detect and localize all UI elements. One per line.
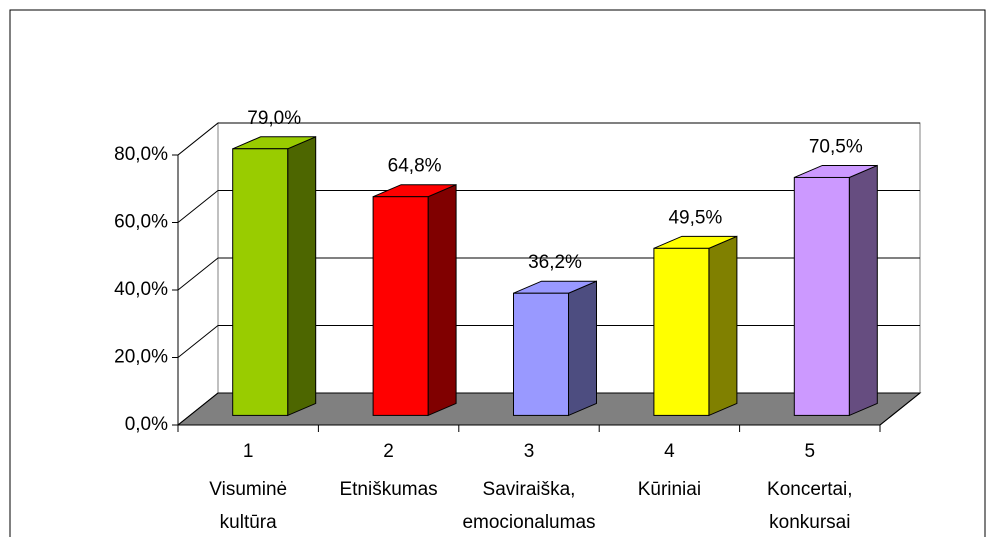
grid-line	[177, 122, 920, 156]
bar-side	[287, 136, 317, 417]
value-label: 70,5%	[809, 136, 863, 157]
y-tick-label: 0,0%	[125, 414, 168, 435]
value-label: 36,2%	[528, 252, 582, 273]
bar-side	[568, 280, 597, 417]
bar-front	[793, 176, 850, 416]
x-tick-label: Kūriniai	[638, 479, 701, 500]
bar	[653, 235, 738, 417]
x-tick-label: kultūra	[220, 512, 277, 533]
bar	[232, 136, 317, 417]
bar	[793, 164, 878, 417]
x-tick-label: 4	[664, 441, 675, 462]
y-tick-label: 60,0%	[114, 212, 168, 233]
bar-front	[372, 196, 429, 416]
value-label: 49,5%	[668, 207, 722, 228]
bar-side	[848, 164, 878, 417]
bar-front	[232, 148, 289, 416]
x-tick-label: Koncertai,	[767, 479, 853, 500]
bar-front	[513, 292, 569, 416]
grid-line	[177, 190, 920, 223]
bar-side	[427, 183, 457, 417]
x-tick-label: Saviraiška,	[483, 479, 576, 500]
x-tick-label: 1	[243, 441, 254, 462]
bar-side	[708, 235, 738, 417]
chart-frame	[9, 9, 986, 537]
y-tick-label: 80,0%	[114, 144, 168, 165]
x-tick-label: konkursai	[769, 512, 850, 533]
floor-edge	[879, 392, 921, 426]
x-tick-label: 5	[805, 441, 816, 462]
y-tick-label: 40,0%	[114, 279, 168, 300]
x-tick-label: 2	[383, 441, 394, 462]
x-tick-label: Visuminė	[209, 479, 287, 500]
x-tick-label: emocionalumas	[462, 512, 595, 533]
y-tick-label: 20,0%	[114, 347, 168, 368]
value-label: 79,0%	[247, 108, 301, 129]
x-tick-label: Etniškumas	[339, 479, 437, 500]
value-label: 64,8%	[388, 156, 442, 177]
bar	[372, 183, 457, 417]
bar-front	[653, 247, 710, 416]
bar	[513, 280, 597, 417]
x-tick-label: 3	[524, 441, 535, 462]
